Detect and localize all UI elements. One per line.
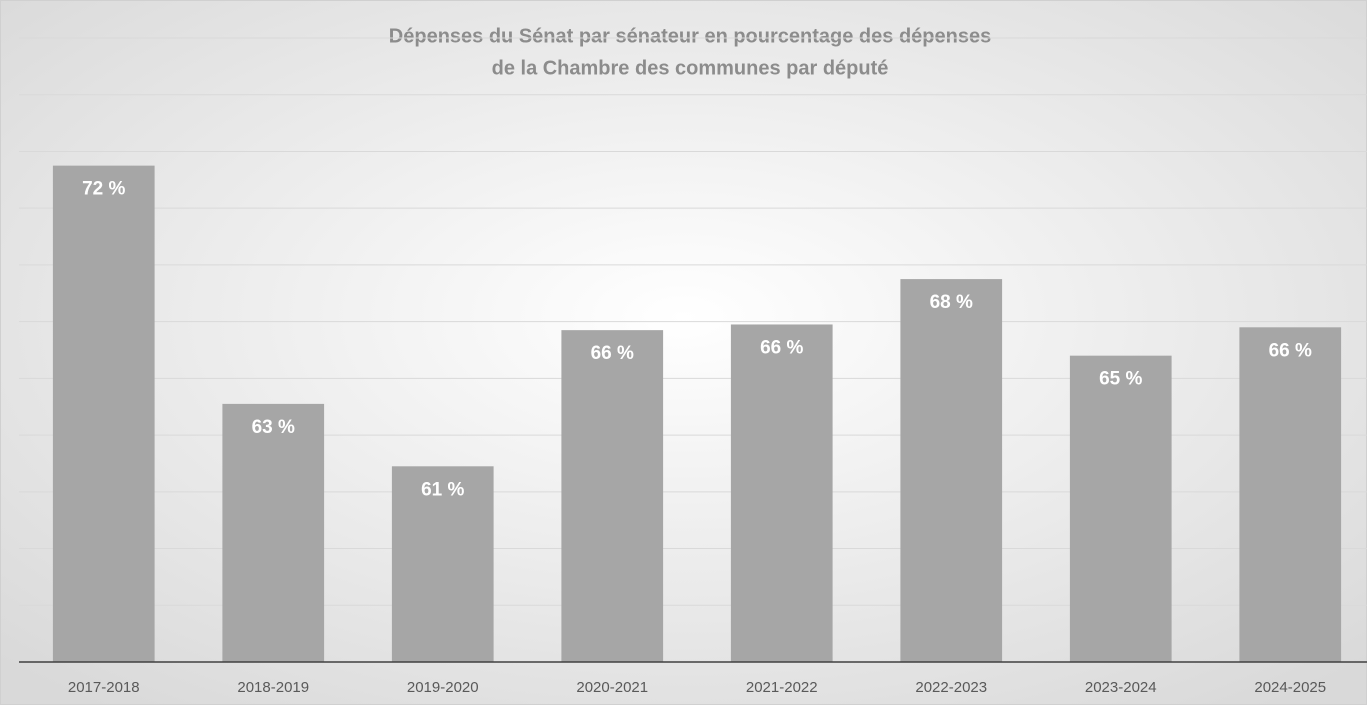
bar xyxy=(391,466,494,662)
bar xyxy=(1239,327,1342,662)
x-tick-label: 2021-2022 xyxy=(746,679,818,696)
chart-title: Dépenses du Sénat par sénateur en pource… xyxy=(389,25,991,47)
x-tick-label: 2019-2020 xyxy=(407,679,479,696)
bar xyxy=(52,165,155,663)
bar xyxy=(900,279,1003,662)
data-label: 63 % xyxy=(252,417,295,438)
data-label: 72 % xyxy=(82,179,125,200)
chart-title: de la Chambre des communes par député xyxy=(492,57,889,79)
x-tick-label: 2020-2021 xyxy=(576,679,648,696)
bar xyxy=(730,324,833,662)
data-label: 68 % xyxy=(930,292,973,313)
x-tick-label: 2022-2023 xyxy=(915,679,987,696)
bar xyxy=(561,330,664,662)
x-tick-label: 2024-2025 xyxy=(1254,679,1326,696)
x-tick-label: 2023-2024 xyxy=(1085,679,1157,696)
bar xyxy=(222,403,325,662)
data-label: 61 % xyxy=(421,479,464,500)
data-label: 66 % xyxy=(1269,340,1312,361)
data-label: 65 % xyxy=(1099,369,1142,390)
bar xyxy=(1069,355,1172,662)
x-tick-label: 2018-2019 xyxy=(237,679,309,696)
data-label: 66 % xyxy=(591,343,634,364)
x-tick-label: 2017-2018 xyxy=(68,679,140,696)
data-label: 66 % xyxy=(760,337,803,358)
